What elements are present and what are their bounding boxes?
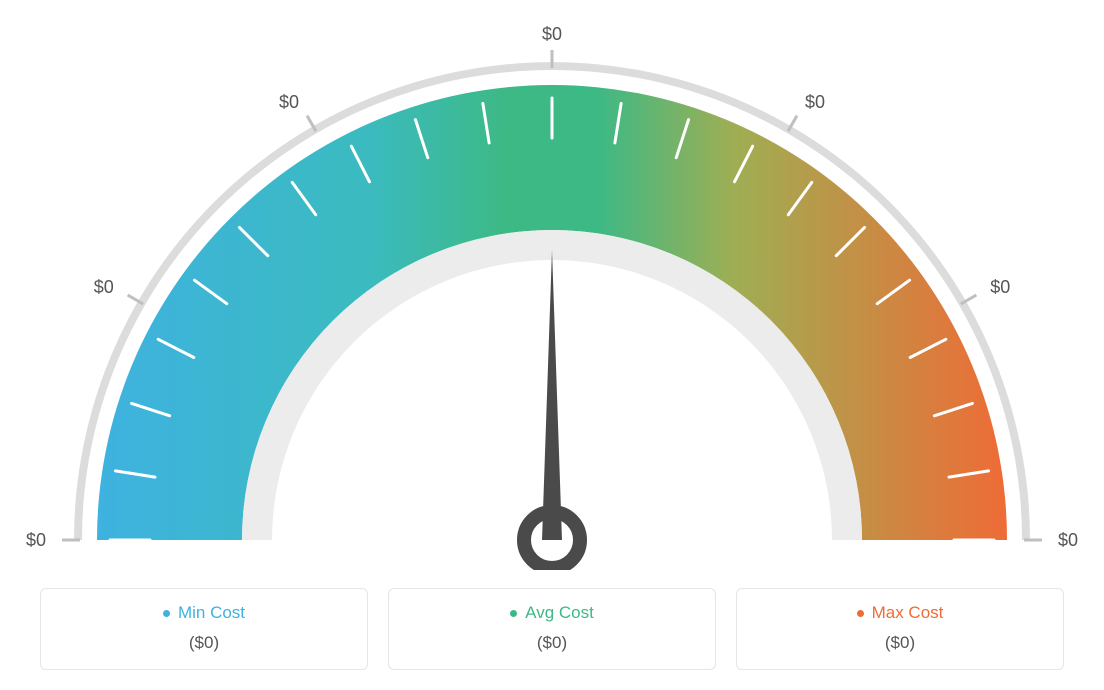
- gauge-chart: $0 $0 $0 $0 $0 $0 $0: [0, 10, 1104, 575]
- gauge-svg: $0 $0 $0 $0 $0 $0 $0: [0, 10, 1104, 570]
- dot-icon: [510, 610, 517, 617]
- svg-text:$0: $0: [990, 277, 1010, 297]
- legend-max-label: Max Cost: [872, 603, 944, 623]
- legend-min-title: Min Cost: [163, 603, 245, 623]
- legend-card-min: Min Cost ($0): [40, 588, 368, 670]
- legend-card-max: Max Cost ($0): [736, 588, 1064, 670]
- legend-avg-label: Avg Cost: [525, 603, 594, 623]
- dot-icon: [857, 610, 864, 617]
- svg-text:$0: $0: [1058, 530, 1078, 550]
- legend-min-label: Min Cost: [178, 603, 245, 623]
- svg-text:$0: $0: [26, 530, 46, 550]
- legend-avg-value: ($0): [405, 633, 699, 653]
- svg-text:$0: $0: [542, 24, 562, 44]
- legend-max-title: Max Cost: [857, 603, 944, 623]
- legend-card-avg: Avg Cost ($0): [388, 588, 716, 670]
- legend-avg-title: Avg Cost: [510, 603, 594, 623]
- svg-text:$0: $0: [94, 277, 114, 297]
- svg-text:$0: $0: [805, 92, 825, 112]
- legend-row: Min Cost ($0) Avg Cost ($0) Max Cost ($0…: [40, 588, 1064, 670]
- dot-icon: [163, 610, 170, 617]
- svg-text:$0: $0: [279, 92, 299, 112]
- legend-min-value: ($0): [57, 633, 351, 653]
- legend-max-value: ($0): [753, 633, 1047, 653]
- gauge-cost-widget: $0 $0 $0 $0 $0 $0 $0 Min Cost ($0) Avg Cost ($…: [0, 0, 1104, 690]
